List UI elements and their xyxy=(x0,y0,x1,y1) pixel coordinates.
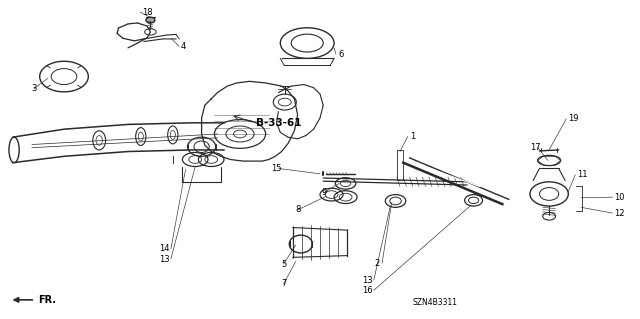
Text: 9: 9 xyxy=(321,189,326,197)
Text: SZN4B3311: SZN4B3311 xyxy=(413,298,458,307)
Text: 17: 17 xyxy=(530,143,541,152)
Text: 13: 13 xyxy=(159,255,170,263)
Text: 5: 5 xyxy=(282,260,287,269)
Text: 3: 3 xyxy=(32,84,37,93)
Text: 10: 10 xyxy=(614,193,625,202)
Text: 19: 19 xyxy=(568,114,579,123)
Text: 14: 14 xyxy=(159,244,169,253)
Text: 8: 8 xyxy=(296,205,301,214)
Text: 6: 6 xyxy=(338,50,343,59)
Text: 13: 13 xyxy=(362,276,372,285)
Text: 4: 4 xyxy=(181,42,186,51)
Text: 12: 12 xyxy=(614,209,625,218)
Text: 11: 11 xyxy=(577,170,588,179)
Text: 15: 15 xyxy=(271,164,282,173)
Text: 18: 18 xyxy=(142,8,153,17)
Text: 7: 7 xyxy=(282,279,287,288)
Text: 16: 16 xyxy=(362,286,372,295)
Text: B-33-61: B-33-61 xyxy=(256,118,301,128)
Text: 1: 1 xyxy=(410,132,415,141)
Text: 2: 2 xyxy=(374,259,380,268)
Ellipse shape xyxy=(146,17,155,23)
Text: FR.: FR. xyxy=(38,295,56,305)
